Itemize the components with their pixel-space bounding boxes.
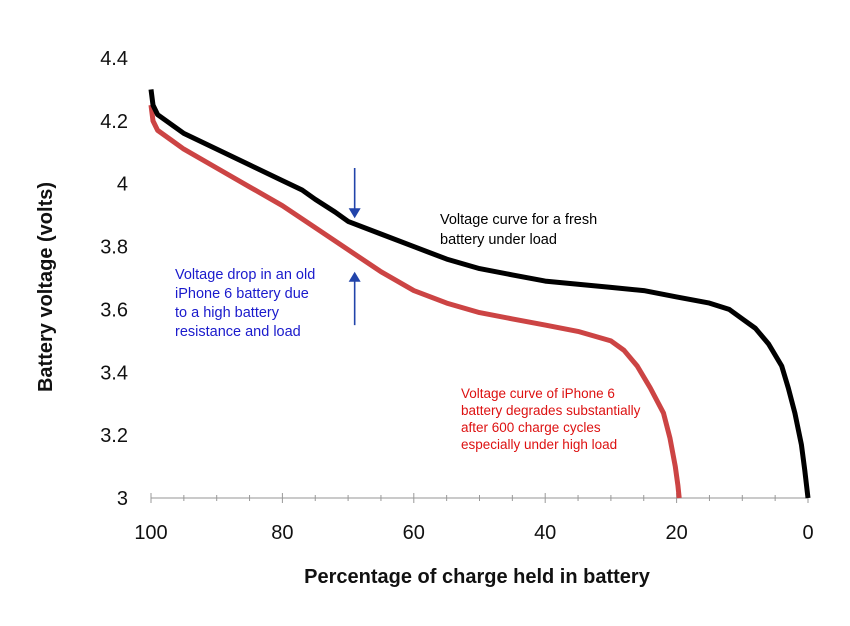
annotation-fresh-battery: Voltage curve for a fresh battery under … [440, 212, 601, 248]
annotation-old-line-4: especially under high load [461, 437, 617, 452]
y-axis-tick-labels: 3 3.2 3.4 3.6 3.8 4 4.2 4.4 [100, 48, 128, 510]
series-line-fresh-battery [148, 89, 811, 499]
y-tick-label: 4 [117, 174, 128, 196]
x-tick-label: 0 [802, 522, 813, 544]
x-tick-label: 100 [134, 522, 167, 544]
annotation-old-line-3: after 600 charge cycles [461, 420, 601, 435]
y-tick-label: 4.4 [100, 48, 128, 70]
y-tick-label: 4.2 [100, 111, 128, 133]
x-tick-label: 60 [403, 522, 425, 544]
y-tick-label: 3 [117, 488, 128, 510]
annotation-old-line-2: battery degrades substantially [461, 403, 641, 418]
x-tick-label: 80 [271, 522, 293, 544]
annotation-drop-line-4: resistance and load [175, 324, 301, 340]
annotation-fresh-line-1: Voltage curve for a fresh [440, 212, 597, 228]
y-axis-title: Battery voltage (volts) [35, 182, 57, 392]
series-line-old-battery [148, 104, 682, 499]
x-tick-label: 40 [534, 522, 556, 544]
chart-series [148, 89, 811, 499]
y-tick-label: 3.4 [100, 362, 128, 384]
y-tick-label: 3.8 [100, 237, 128, 259]
up-arrow-head [348, 271, 361, 282]
x-tick-label: 20 [665, 522, 687, 544]
x-axis [150, 493, 809, 503]
annotation-fresh-line-2: battery under load [440, 232, 557, 248]
annotation-voltage-drop: Voltage drop in an old iPhone 6 battery … [175, 267, 319, 340]
down-arrow-head [348, 208, 361, 219]
y-tick-label: 3.2 [100, 425, 128, 447]
annotation-old-battery: Voltage curve of iPhone 6 battery degrad… [461, 386, 644, 452]
annotation-old-line-1: Voltage curve of iPhone 6 [461, 386, 615, 401]
y-tick-label: 3.6 [100, 299, 128, 321]
annotation-drop-line-2: iPhone 6 battery due [175, 286, 309, 302]
x-axis-title: Percentage of charge held in battery [304, 566, 651, 588]
voltage-drop-arrows [348, 168, 361, 326]
x-axis-tick-labels: 100 80 60 40 20 0 [134, 522, 813, 544]
annotation-drop-line-1: Voltage drop in an old [175, 267, 315, 283]
annotation-drop-line-3: to a high battery [175, 305, 280, 321]
